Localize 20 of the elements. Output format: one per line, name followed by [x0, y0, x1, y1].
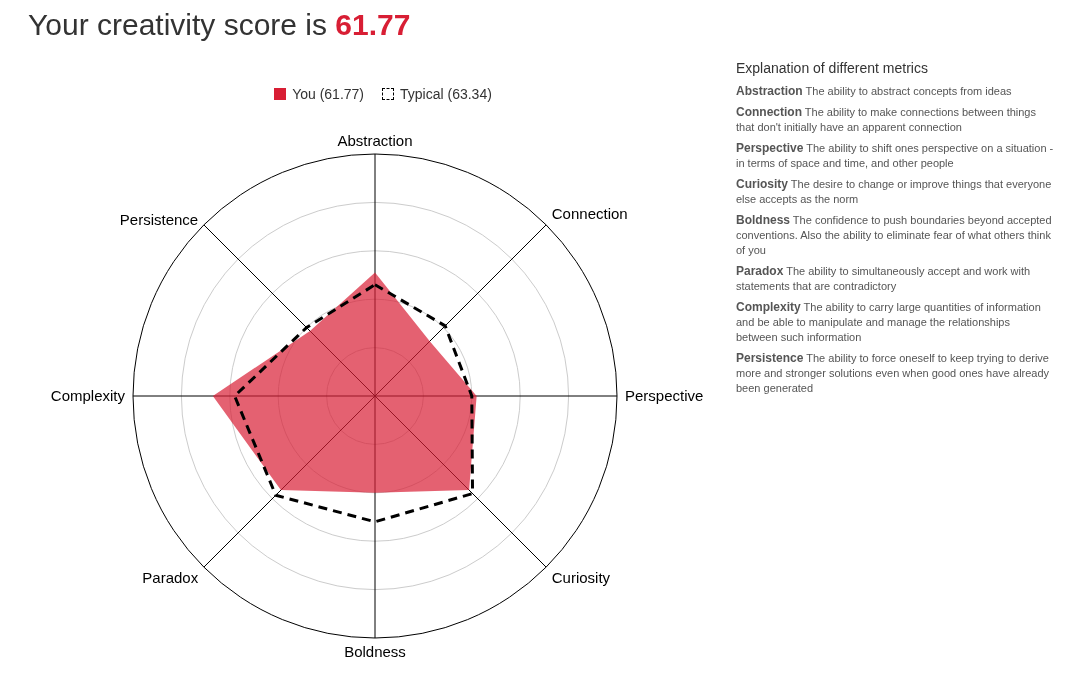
spoke-label: Complexity: [50, 387, 126, 405]
legend-label: You (61.77): [292, 86, 365, 102]
spoke-label: Persistence: [119, 210, 199, 228]
spoke-label: Curiosity: [551, 569, 611, 587]
text: Complexity The ability to carry large quantities of information and be able to manipulate and manage the relationships between such information: [736, 300, 1042, 345]
legend-label: Typical (63.34): [400, 86, 492, 102]
spoke-label: Connection: [551, 205, 628, 223]
text: Persistence The ability to force oneself to keep trying to derive more and stronger solutions even when good ones have already been generated: [736, 351, 1051, 396]
spoke-label: Paradox: [142, 569, 199, 587]
text: Perspective The ability to shift ones perspective on a situation - in terms of space and time, and other people: [736, 141, 1054, 171]
text: Abstraction The ability to abstract concepts from ideas: [736, 84, 1013, 99]
text: Explanation of different metrics: [736, 60, 929, 76]
text: Paradox The ability to simultaneously accept and work with statements that are contradictory: [736, 264, 1032, 294]
text: Connection The ability to make connections between things that don't initially have an apparent connection: [736, 105, 1037, 135]
spoke-label: Boldness: [344, 642, 406, 660]
text: Boldness The confidence to push boundaries beyond accepted conventions. Also the ability to eliminate fear of what others think of you: [736, 213, 1053, 258]
chart-title: Your creativity score is 61.77: [28, 8, 411, 42]
text: Curiosity The desire to change or improve things that everyone else accepts as the norm: [736, 177, 1053, 207]
spoke-label: Abstraction: [337, 132, 413, 149]
spoke-label: Perspective: [625, 387, 704, 405]
